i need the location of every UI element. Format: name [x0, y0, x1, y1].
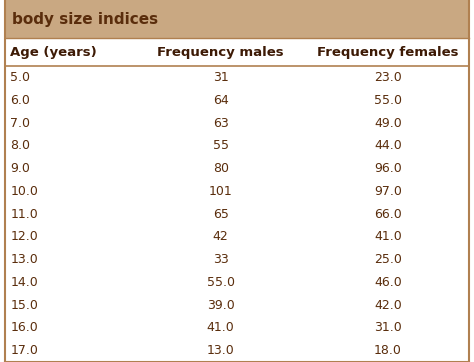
Text: 65: 65 — [213, 208, 228, 220]
Text: Frequency males: Frequency males — [157, 46, 284, 59]
Text: 13.0: 13.0 — [207, 344, 235, 357]
Text: 8.0: 8.0 — [10, 139, 30, 152]
Text: body size indices: body size indices — [12, 12, 158, 26]
Text: 11.0: 11.0 — [10, 208, 38, 220]
Text: 41.0: 41.0 — [207, 321, 235, 334]
Text: 10.0: 10.0 — [10, 185, 38, 198]
Text: 15.0: 15.0 — [10, 299, 38, 312]
Text: 46.0: 46.0 — [374, 276, 402, 289]
Text: 13.0: 13.0 — [10, 253, 38, 266]
Text: 41.0: 41.0 — [374, 230, 402, 243]
Text: 55.0: 55.0 — [207, 276, 235, 289]
Text: 17.0: 17.0 — [10, 344, 38, 357]
Text: 101: 101 — [209, 185, 233, 198]
Text: 16.0: 16.0 — [10, 321, 38, 334]
Text: 55: 55 — [213, 139, 229, 152]
Text: 64: 64 — [213, 94, 228, 107]
Text: 31: 31 — [213, 71, 228, 84]
Text: Frequency females: Frequency females — [317, 46, 459, 59]
Text: 18.0: 18.0 — [374, 344, 402, 357]
Text: 7.0: 7.0 — [10, 117, 30, 130]
Text: 42.0: 42.0 — [374, 299, 402, 312]
Text: 6.0: 6.0 — [10, 94, 30, 107]
Text: 12.0: 12.0 — [10, 230, 38, 243]
Text: 66.0: 66.0 — [374, 208, 402, 220]
Text: 31.0: 31.0 — [374, 321, 402, 334]
Text: 96.0: 96.0 — [374, 162, 402, 175]
Text: 49.0: 49.0 — [374, 117, 402, 130]
Text: 39.0: 39.0 — [207, 299, 235, 312]
Text: 55.0: 55.0 — [374, 94, 402, 107]
Text: 80: 80 — [213, 162, 229, 175]
Text: 25.0: 25.0 — [374, 253, 402, 266]
Text: 33: 33 — [213, 253, 228, 266]
Text: Age (years): Age (years) — [10, 46, 97, 59]
Text: 97.0: 97.0 — [374, 185, 402, 198]
Text: 23.0: 23.0 — [374, 71, 402, 84]
Text: 5.0: 5.0 — [10, 71, 30, 84]
Text: 63: 63 — [213, 117, 228, 130]
Text: 14.0: 14.0 — [10, 276, 38, 289]
Text: 44.0: 44.0 — [374, 139, 402, 152]
Text: 9.0: 9.0 — [10, 162, 30, 175]
Text: 42: 42 — [213, 230, 228, 243]
